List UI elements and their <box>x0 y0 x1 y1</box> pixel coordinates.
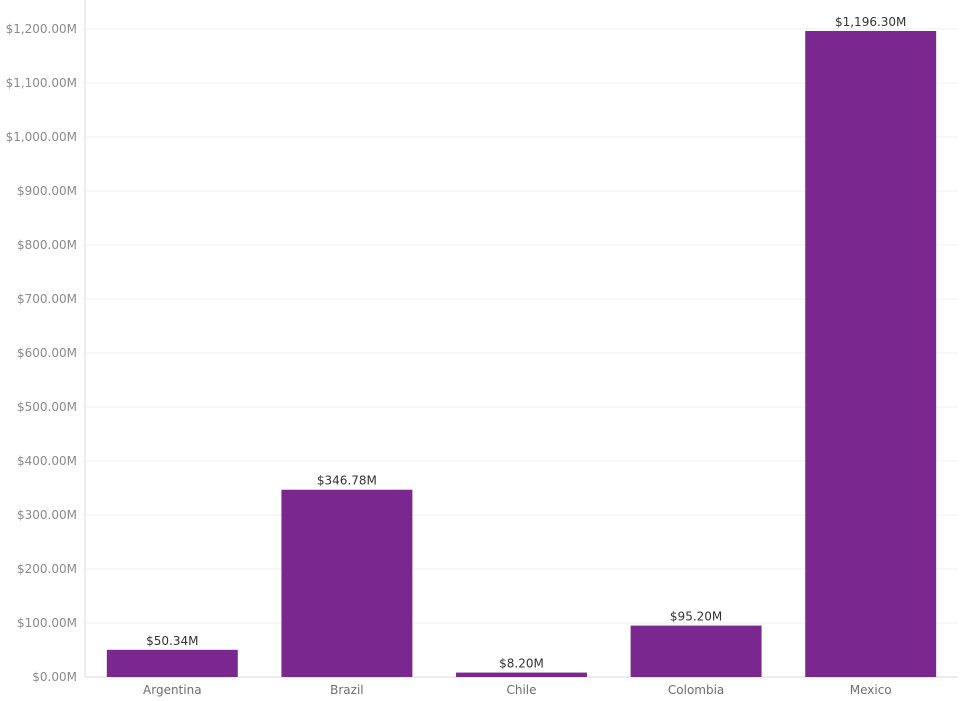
y-tick-label: $1,000.00M <box>6 130 77 144</box>
data-label-mexico: $1,196.30M <box>835 15 906 29</box>
data-label-colombia: $95.20M <box>670 610 722 624</box>
y-tick-label: $100.00M <box>17 616 77 630</box>
data-label-brazil: $346.78M <box>317 474 377 488</box>
data-labels: $50.34M $346.78M $8.20M $95.20M $1,196.30M <box>146 15 906 671</box>
x-tick-label-colombia: Colombia <box>668 683 724 697</box>
x-tick-label-chile: Chile <box>506 683 536 697</box>
bar-argentina[interactable] <box>106 649 238 677</box>
y-tick-label: $600.00M <box>17 346 77 360</box>
y-tick-label: $0.00M <box>32 670 77 684</box>
y-tick-label: $400.00M <box>17 454 77 468</box>
y-tick-label: $500.00M <box>17 400 77 414</box>
x-tick-label-brazil: Brazil <box>330 683 364 697</box>
y-tick-label: $1,100.00M <box>6 76 77 90</box>
x-tick-label-argentina: Argentina <box>143 683 202 697</box>
bar-mexico[interactable] <box>805 30 937 678</box>
bar-brazil[interactable] <box>281 489 413 677</box>
x-axis-tick-labels: Argentina Brazil Chile Colombia Mexico <box>143 683 892 697</box>
y-tick-label: $200.00M <box>17 562 77 576</box>
y-axis-tick-labels: $0.00M $100.00M $200.00M $300.00M $400.00M $5… <box>6 22 77 684</box>
bars <box>106 30 937 678</box>
data-label-chile: $8.20M <box>499 657 544 671</box>
y-tick-label: $300.00M <box>17 508 77 522</box>
y-tick-label: $900.00M <box>17 184 77 198</box>
y-tick-label: $800.00M <box>17 238 77 252</box>
y-tick-label: $1,200.00M <box>6 22 77 36</box>
x-tick-label-mexico: Mexico <box>850 683 892 697</box>
bar-chile[interactable] <box>456 672 587 677</box>
bar-colombia[interactable] <box>630 625 762 677</box>
y-tick-label: $700.00M <box>17 292 77 306</box>
data-label-argentina: $50.34M <box>146 634 198 648</box>
